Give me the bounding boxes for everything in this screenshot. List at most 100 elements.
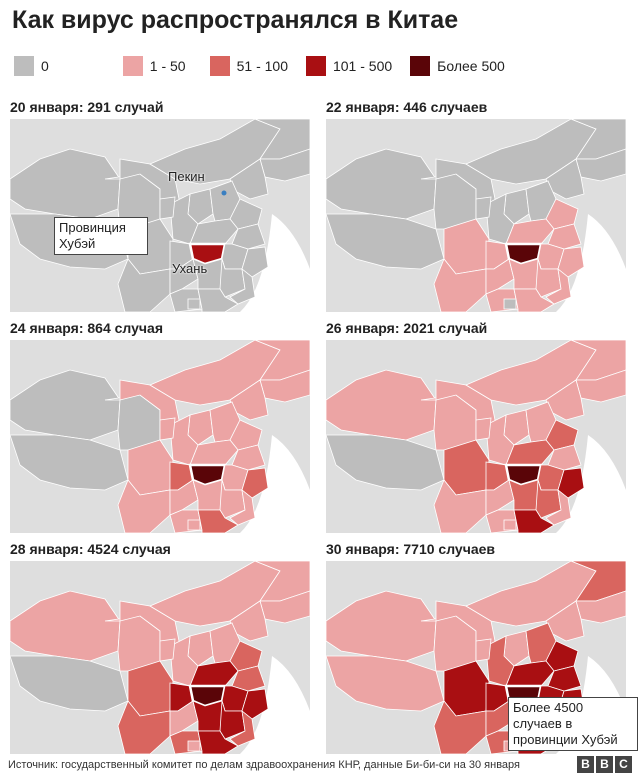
- legend-label: 101 - 500: [332, 58, 393, 74]
- province-guangdong: [513, 509, 555, 533]
- province-yunnan: [117, 258, 171, 312]
- beijing-label: Пекин: [168, 169, 205, 184]
- province-yunnan: [433, 258, 487, 312]
- legend: 0 1 - 50 51 - 100 101 - 500 Более 500: [14, 56, 521, 76]
- province-sichuan: [127, 439, 174, 496]
- china-map: [326, 340, 626, 533]
- province-xinjiang: [326, 148, 437, 220]
- province-sichuan: [127, 660, 174, 717]
- wuhan-label: Ухань: [172, 261, 208, 276]
- panel-heading: 22 января: 446 случаев: [326, 99, 488, 115]
- province-zhejiang: [241, 467, 269, 499]
- province-guangdong: [197, 509, 239, 533]
- province-jiangsu: [231, 665, 266, 692]
- province-xinjiang: [10, 590, 121, 662]
- panel-heading: 28 января: 4524 случая: [10, 541, 171, 557]
- panel-heading: 20 января: 291 случай: [10, 99, 164, 115]
- province-hainan: [187, 298, 201, 310]
- province-ningxia: [475, 417, 492, 441]
- province-tibet: [326, 434, 445, 491]
- province-xinjiang: [10, 148, 121, 220]
- legend-swatch: [122, 56, 143, 76]
- province-hainan: [503, 298, 517, 310]
- china-map: [10, 119, 310, 312]
- province-ningxia: [159, 417, 176, 441]
- legend-swatch: [410, 56, 431, 76]
- legend-item: 101 - 500: [305, 56, 393, 76]
- province-yunnan: [433, 479, 487, 533]
- sea-area: [556, 214, 626, 312]
- legend-item: 0: [14, 56, 49, 76]
- legend-swatch: [209, 56, 230, 76]
- province-ningxia: [475, 638, 492, 662]
- map-svg: [10, 561, 310, 754]
- map-svg: [326, 119, 626, 312]
- map-panel: 24 января: 864 случая: [10, 318, 316, 533]
- bbc-logo: B B C: [575, 756, 632, 773]
- source-note: Источник: государственный комитет по дел…: [8, 759, 520, 771]
- sea-area: [556, 435, 626, 533]
- hubei-callout: Провинция Хубэй: [54, 217, 148, 255]
- province-hainan: [187, 519, 201, 531]
- legend-item: Более 500: [410, 56, 505, 76]
- beijing-marker: [221, 190, 227, 196]
- logo-letter: B: [596, 756, 613, 773]
- province-zhejiang: [557, 467, 585, 499]
- province-jiangsu: [547, 223, 582, 250]
- legend-item: 1 - 50: [122, 56, 186, 76]
- province-hainan: [187, 740, 201, 752]
- sea-area: [240, 435, 310, 533]
- china-map: [10, 340, 310, 533]
- province-yunnan: [117, 479, 171, 533]
- province-sichuan: [443, 660, 490, 717]
- china-map: [326, 119, 626, 312]
- province-guangdong: [197, 730, 239, 754]
- hubei-total-callout: Более 4500 случаев в провинции Хубэй: [508, 697, 638, 751]
- legend-label: 51 - 100: [236, 58, 288, 74]
- province-sichuan: [443, 439, 490, 496]
- province-xinjiang: [10, 369, 121, 441]
- page-title: Как вирус распространялся в Китае: [12, 6, 459, 34]
- province-xinjiang: [326, 369, 437, 441]
- province-guangdong: [513, 288, 555, 312]
- province-tibet: [326, 655, 445, 712]
- panel-heading: 24 января: 864 случая: [10, 320, 163, 336]
- legend-item: 51 - 100: [209, 56, 288, 76]
- panel-heading: 30 января: 7710 случаев: [326, 541, 496, 557]
- province-zhejiang: [241, 688, 269, 720]
- province-zhejiang: [241, 246, 269, 278]
- legend-label: 1 - 50: [149, 58, 186, 74]
- province-jiangsu: [231, 223, 266, 250]
- map-svg: [10, 119, 310, 312]
- province-jiangsu: [547, 665, 582, 692]
- map-svg: [326, 340, 626, 533]
- legend-swatch: [305, 56, 326, 76]
- logo-letter: C: [615, 756, 632, 773]
- province-jiangsu: [231, 444, 266, 471]
- china-map: [10, 561, 310, 754]
- legend-swatch: [14, 56, 34, 76]
- province-ningxia: [159, 638, 176, 662]
- province-tibet: [326, 213, 445, 270]
- panel-heading: 26 января: 2021 случай: [326, 320, 488, 336]
- province-jiangsu: [547, 444, 582, 471]
- province-tibet: [10, 434, 129, 491]
- sea-area: [240, 214, 310, 312]
- province-guangdong: [197, 288, 239, 312]
- map-panel: 26 января: 2021 случай: [326, 318, 632, 533]
- logo-letter: B: [577, 756, 594, 773]
- sea-area: [240, 656, 310, 754]
- province-xinjiang: [326, 590, 437, 662]
- province-tibet: [10, 655, 129, 712]
- province-sichuan: [443, 218, 490, 275]
- province-yunnan: [433, 700, 487, 754]
- province-yunnan: [117, 700, 171, 754]
- province-hainan: [503, 519, 517, 531]
- legend-label: Более 500: [437, 58, 505, 74]
- map-svg: [10, 340, 310, 533]
- map-panel: 22 января: 446 случаев: [326, 97, 632, 312]
- map-panel: 28 января: 4524 случая: [10, 539, 316, 754]
- province-zhejiang: [557, 246, 585, 278]
- legend-label: 0: [41, 58, 49, 74]
- province-ningxia: [475, 196, 492, 220]
